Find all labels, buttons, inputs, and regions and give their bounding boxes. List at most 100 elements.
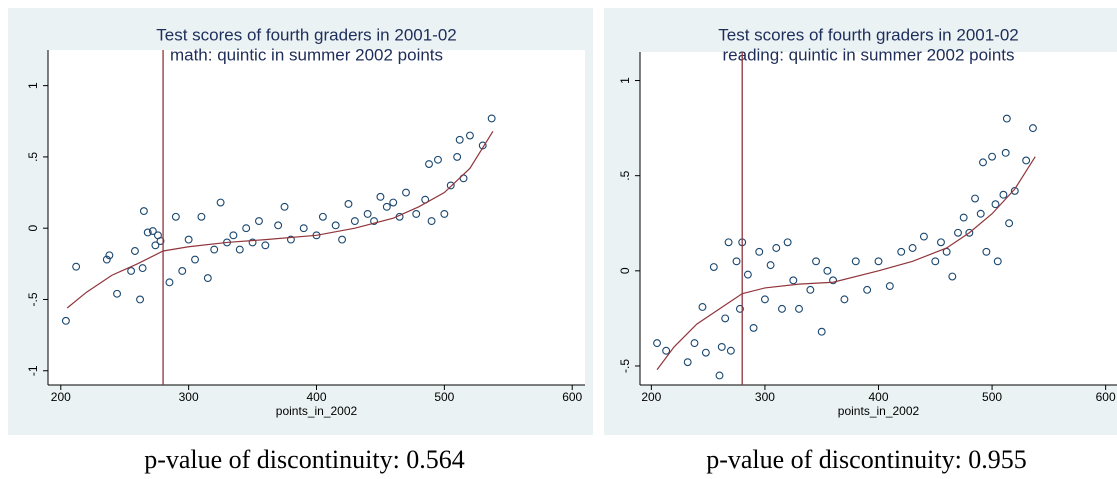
point: [453, 152, 462, 161]
point: [959, 213, 968, 222]
point: [760, 295, 769, 304]
chart-title: Test scores of fourth graders in 2001-02: [718, 25, 1019, 44]
point: [370, 217, 378, 226]
point: [178, 267, 187, 275]
y-tick-label: 0: [26, 225, 40, 232]
x-axis-title: points_in_2002: [838, 404, 920, 418]
y-tick-label: 0: [618, 267, 632, 274]
point: [105, 251, 114, 260]
point: [690, 339, 699, 348]
y-tick-label: -.5: [26, 292, 40, 306]
point: [478, 141, 487, 150]
y-tick-label: 1: [618, 77, 632, 84]
point: [993, 257, 1002, 266]
x-tick-label: 600: [562, 390, 582, 404]
point: [851, 257, 860, 266]
point: [931, 257, 940, 266]
caption: p-value of discontinuity: 0.955: [706, 445, 1027, 474]
point: [139, 207, 148, 216]
point: [817, 327, 826, 336]
x-tick-label: 600: [1096, 390, 1116, 404]
point: [919, 232, 928, 241]
point: [72, 262, 81, 271]
point: [274, 221, 283, 230]
point: [318, 212, 327, 221]
point: [425, 160, 433, 168]
point: [242, 224, 251, 233]
point: [1022, 156, 1031, 165]
point: [954, 228, 962, 237]
point: [715, 371, 724, 380]
point: [363, 209, 372, 218]
point: [350, 217, 359, 226]
point: [1002, 114, 1011, 123]
point: [717, 342, 726, 351]
point: [412, 209, 421, 218]
point: [778, 304, 786, 313]
chart-subtitle: reading: quintic in summer 2002 points: [723, 45, 1015, 64]
point: [766, 261, 775, 270]
point: [235, 245, 244, 254]
point: [1029, 124, 1037, 133]
point: [138, 264, 147, 273]
chart-title: Test scores of fourth graders in 2001-02: [156, 25, 457, 44]
y-tick-label: .5: [26, 152, 40, 162]
point: [662, 346, 671, 355]
point: [971, 194, 979, 203]
point: [455, 135, 464, 144]
point: [61, 316, 70, 325]
point: [772, 244, 781, 252]
point: [991, 200, 1000, 209]
point: [948, 272, 957, 281]
point: [261, 241, 270, 250]
point: [102, 255, 111, 264]
fit-line: [66, 130, 494, 309]
point: [248, 238, 257, 247]
point: [465, 131, 474, 140]
y-tick-label: -.5: [618, 359, 632, 373]
y-tick-label: -1: [26, 365, 40, 376]
point: [344, 200, 353, 208]
point: [165, 278, 174, 287]
point: [840, 295, 849, 304]
point: [999, 190, 1008, 199]
point: [979, 158, 987, 167]
x-tick-label: 200: [641, 390, 661, 404]
point: [427, 217, 436, 226]
point: [885, 282, 894, 291]
point: [724, 238, 733, 247]
point: [726, 346, 735, 355]
point: [376, 192, 385, 201]
point: [151, 241, 160, 250]
point: [976, 209, 985, 218]
point: [255, 217, 263, 226]
point: [197, 212, 206, 221]
point: [701, 348, 710, 357]
point: [863, 285, 872, 294]
point: [171, 212, 180, 221]
panel: Test scores of fourth graders in 2001-02…: [8, 8, 593, 474]
point: [286, 235, 295, 244]
point: [229, 231, 238, 240]
point: [908, 244, 917, 252]
x-tick-label: 300: [179, 390, 199, 404]
point: [156, 237, 165, 245]
plot-area: [640, 52, 1117, 385]
point: [338, 235, 347, 244]
caption: p-value of discontinuity: 0.564: [144, 445, 465, 474]
point: [299, 224, 308, 233]
point: [440, 209, 449, 218]
point: [732, 257, 741, 266]
point: [874, 257, 883, 266]
point: [143, 228, 152, 237]
x-tick-label: 500: [982, 390, 1002, 404]
point: [402, 188, 410, 197]
point: [1001, 148, 1010, 157]
point: [210, 245, 219, 254]
point: [136, 295, 145, 304]
plot-area: [48, 50, 585, 385]
panel: Test scores of fourth graders in 2001-02…: [604, 8, 1117, 474]
x-tick-label: 400: [306, 390, 326, 404]
point: [653, 339, 661, 348]
